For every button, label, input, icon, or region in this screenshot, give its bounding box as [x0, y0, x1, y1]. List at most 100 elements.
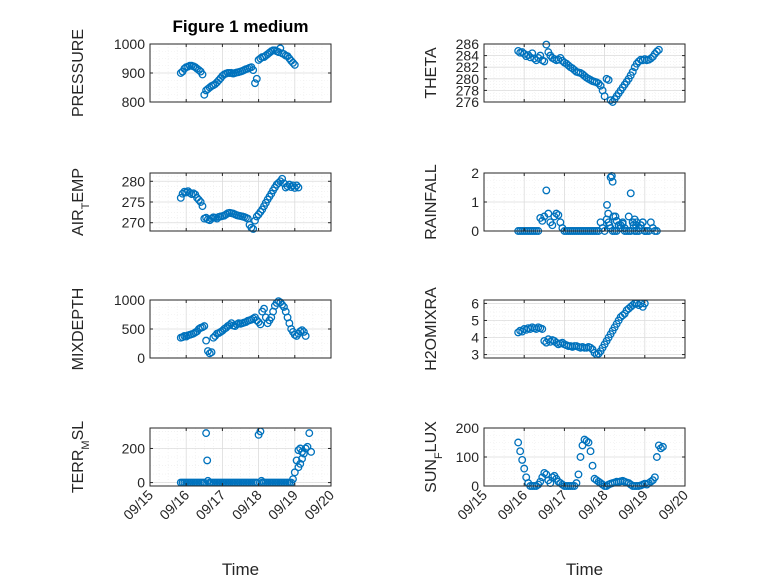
y-tick-label: 280	[122, 173, 146, 189]
y-axis-label: H2OMIXRA	[423, 287, 440, 371]
subplot-8: 09/15 09/16 09/17 09/18 09/19 09/200100200SUN…	[423, 420, 691, 579]
data-point	[178, 333, 187, 342]
data-point	[198, 70, 207, 79]
data-point	[283, 182, 292, 191]
y-tick-label: 900	[122, 65, 146, 81]
y-tick-label: 3	[471, 347, 479, 363]
data-point	[198, 202, 207, 211]
data-point	[290, 60, 299, 69]
data-point	[198, 323, 207, 332]
data-point	[294, 183, 303, 192]
chart-title: Figure 1 medium	[172, 17, 308, 36]
data-point	[251, 79, 259, 88]
data-point	[207, 348, 216, 357]
x-tick-label: 09/18	[229, 487, 265, 523]
data-point	[289, 58, 297, 67]
data-point	[554, 211, 563, 219]
y-tick-label: 500	[122, 321, 146, 337]
data-point	[203, 456, 212, 465]
x-tick-label: 09/17	[192, 487, 228, 523]
y-axis-label: MIXDEPTH	[70, 288, 87, 371]
data-point	[278, 300, 287, 309]
data-point	[249, 224, 258, 233]
data-point	[638, 218, 647, 227]
subplot-1: 800 900 1000 PRESSURE Figure 1 medium	[70, 17, 332, 117]
data-point	[588, 461, 597, 470]
data-point	[254, 318, 263, 326]
data-point	[628, 67, 637, 76]
subplot-7: 09/15 09/16 09/17 09/18 09/19 09/20 0 200 TERRMS…	[70, 421, 337, 579]
data-point	[205, 349, 214, 358]
data-point	[276, 44, 285, 53]
data-point	[606, 96, 615, 105]
subplot-5: 0 500 1000 MIXDEPTH	[70, 288, 332, 371]
data-point	[176, 193, 185, 202]
data-point	[570, 66, 579, 75]
y-tick-label: 100	[456, 449, 480, 465]
data-point	[574, 470, 583, 479]
data-point	[624, 212, 633, 221]
data-point	[289, 475, 297, 484]
y-tick-label: 276	[456, 94, 480, 110]
data-point	[606, 173, 615, 182]
data-point	[582, 437, 591, 445]
x-axis-label: Time	[222, 560, 259, 579]
data-point	[296, 459, 305, 468]
subplot-3: 270 275 280 AIRTEMP	[70, 168, 332, 236]
y-tick-label: 1000	[114, 292, 145, 308]
x-tick-label: 09/16	[494, 487, 530, 523]
y-tick-label: 1	[471, 194, 479, 210]
x-tick-label: 09/19	[615, 487, 651, 523]
data-point	[520, 49, 529, 58]
data-point	[225, 320, 234, 329]
data-point	[301, 332, 310, 340]
data-point	[608, 177, 617, 186]
data-point	[536, 477, 545, 486]
y-tick-label: 4	[471, 330, 479, 346]
x-tick-label: 09/19	[265, 487, 301, 523]
data-point	[249, 66, 258, 75]
data-point	[542, 186, 551, 195]
y-tick-label: 0	[137, 350, 145, 366]
y-tick-label: 0	[137, 475, 145, 491]
y-tick-label: 800	[122, 94, 146, 110]
y-tick-label: 282	[456, 59, 480, 75]
x-tick-label: 09/20	[301, 487, 337, 523]
data-point	[554, 55, 563, 64]
data-point	[303, 442, 312, 451]
data-point	[194, 195, 203, 204]
data-point	[524, 51, 533, 59]
data-point	[558, 338, 567, 347]
y-tick-label: 2	[471, 165, 479, 181]
y-tick-label: 5	[471, 312, 479, 328]
data-point	[260, 304, 268, 313]
data-point	[301, 444, 310, 453]
data-point	[196, 198, 205, 206]
data-point	[203, 476, 212, 485]
data-point	[540, 469, 549, 477]
y-tick-label: 0	[471, 223, 479, 239]
y-tick-label: 280	[456, 71, 480, 87]
data-point	[652, 47, 661, 56]
data-point	[646, 477, 655, 486]
y-tick-label: 270	[122, 215, 146, 231]
data-point	[594, 79, 603, 88]
data-point	[207, 214, 216, 223]
data-point	[596, 81, 605, 90]
data-point	[305, 429, 314, 438]
data-point	[652, 453, 661, 461]
y-tick-label: 1000	[114, 36, 145, 52]
data-point	[646, 54, 655, 63]
data-point	[632, 59, 641, 68]
x-tick-label: 09/17	[534, 487, 570, 523]
data-point	[290, 468, 299, 477]
data-point	[605, 221, 614, 230]
data-point	[552, 209, 561, 218]
data-point	[299, 327, 308, 336]
x-tick-label: 09/16	[156, 487, 192, 523]
data-point	[618, 219, 627, 228]
y-tick-label: 200	[122, 440, 146, 456]
data-point	[292, 181, 301, 190]
data-point	[518, 455, 527, 464]
